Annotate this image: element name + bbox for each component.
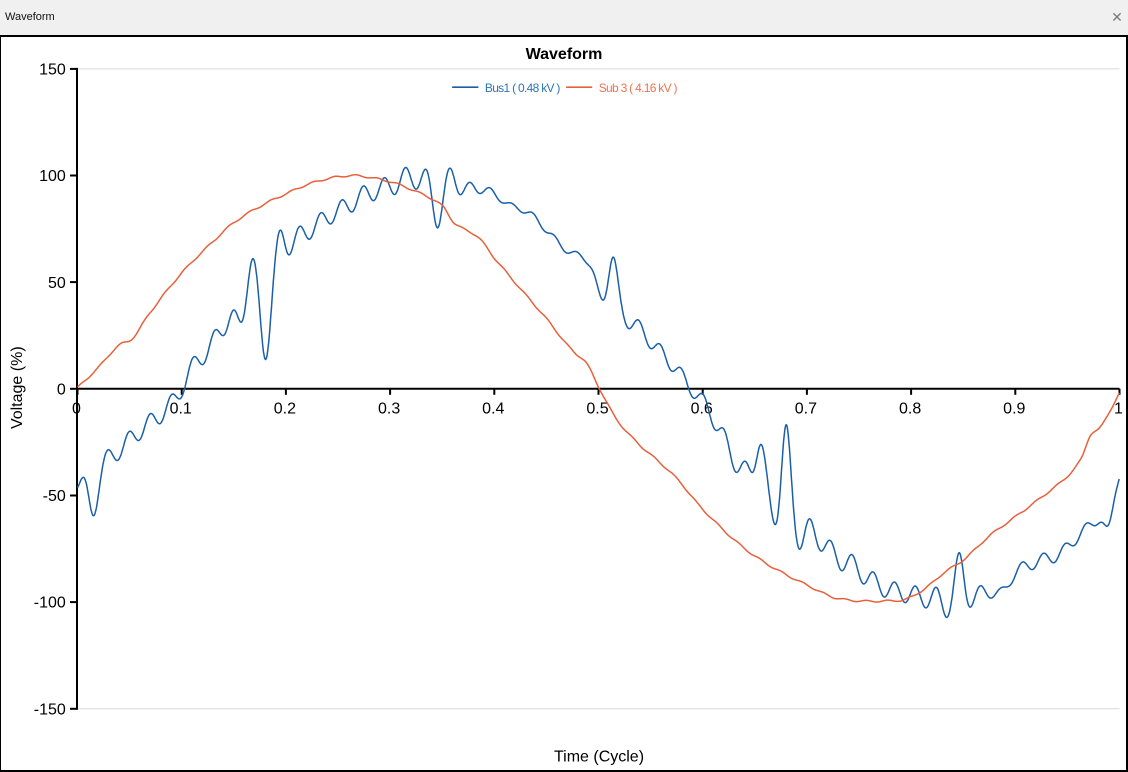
svg-text:0: 0 xyxy=(72,401,81,418)
svg-text:100: 100 xyxy=(39,168,66,185)
svg-text:Waveform: Waveform xyxy=(526,46,603,63)
svg-text:0.1: 0.1 xyxy=(170,401,192,418)
svg-text:-150: -150 xyxy=(34,701,66,718)
svg-text:0.4: 0.4 xyxy=(482,401,504,418)
svg-text:1: 1 xyxy=(1114,401,1123,418)
svg-text:Bus1 ( 0.48 kV ): Bus1 ( 0.48 kV ) xyxy=(485,81,561,95)
svg-text:Sub 3 ( 4.16 kV ): Sub 3 ( 4.16 kV ) xyxy=(599,81,678,95)
svg-text:150: 150 xyxy=(39,62,66,79)
svg-text:0.7: 0.7 xyxy=(795,401,817,418)
svg-text:Time (Cycle): Time (Cycle) xyxy=(554,749,644,766)
svg-text:0.5: 0.5 xyxy=(586,401,608,418)
svg-text:0.3: 0.3 xyxy=(378,401,400,418)
svg-text:0.9: 0.9 xyxy=(1003,401,1025,418)
svg-text:0: 0 xyxy=(57,381,66,398)
svg-text:50: 50 xyxy=(48,275,66,292)
svg-text:Voltage (%): Voltage (%) xyxy=(9,346,26,429)
svg-text:-100: -100 xyxy=(34,595,66,612)
svg-text:0.2: 0.2 xyxy=(274,401,296,418)
svg-text:0.8: 0.8 xyxy=(899,401,921,418)
svg-text:-50: -50 xyxy=(43,488,66,505)
